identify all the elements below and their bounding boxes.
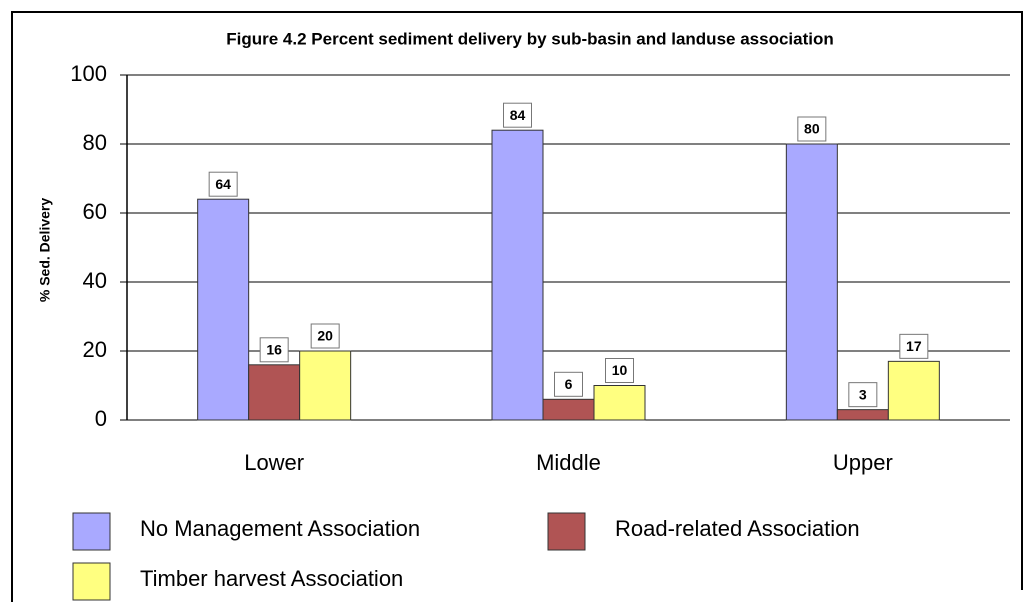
data-label: 3 [859, 386, 867, 402]
legend-label: No Management Association [140, 516, 420, 541]
y-tick-label: 100 [70, 61, 107, 86]
legend-label: Road-related Association [615, 516, 860, 541]
data-label: 10 [612, 362, 628, 378]
data-label: 64 [215, 176, 231, 192]
data-label-box [848, 382, 878, 408]
legend-swatch [72, 562, 111, 601]
x-tick-label: Upper [833, 450, 893, 475]
chart-title: Figure 4.2 Percent sediment delivery by … [226, 29, 833, 48]
bar [491, 129, 544, 421]
y-tick-label: 80 [83, 130, 107, 155]
data-label: 20 [317, 328, 333, 344]
y-tick-label: 20 [83, 337, 107, 362]
bar [593, 385, 646, 421]
data-label-box [554, 371, 583, 397]
data-label-box [899, 333, 929, 359]
data-label-box [503, 102, 532, 128]
data-label-box [797, 116, 827, 142]
y-tick-label: 40 [83, 268, 107, 293]
data-label-box [605, 358, 634, 383]
bar [197, 198, 250, 421]
y-axis-label: % Sed. Delivery [37, 198, 53, 302]
bar [836, 409, 889, 421]
bar [887, 360, 940, 421]
x-tick-label: Lower [244, 450, 304, 475]
data-label-box [310, 323, 340, 349]
y-tick-label: 0 [95, 406, 107, 431]
y-tick-label: 60 [83, 199, 107, 224]
frame [11, 11, 1023, 602]
data-label: 17 [906, 338, 922, 354]
data-label-box [259, 337, 289, 363]
x-tick-label: Middle [536, 450, 601, 475]
bar [542, 398, 595, 421]
bar [299, 350, 352, 421]
data-label-box [208, 171, 238, 197]
legend-label: Timber harvest Association [140, 566, 403, 591]
data-label: 84 [510, 107, 526, 123]
bar [248, 364, 301, 421]
data-label: 16 [266, 342, 282, 358]
legend-swatch [72, 512, 111, 551]
bar [785, 143, 838, 421]
data-label: 80 [804, 121, 820, 137]
legend-swatch [547, 512, 586, 551]
data-label: 6 [565, 376, 573, 392]
